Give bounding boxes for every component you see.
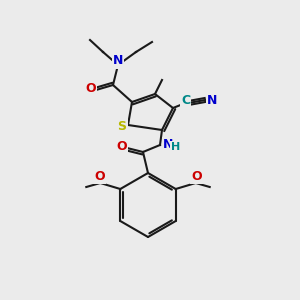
- Text: O: O: [191, 169, 202, 182]
- Text: C: C: [181, 94, 190, 107]
- Text: N: N: [163, 137, 173, 151]
- Text: S: S: [118, 119, 127, 133]
- Text: H: H: [171, 142, 180, 152]
- Text: N: N: [113, 55, 123, 68]
- Text: O: O: [94, 169, 105, 182]
- Text: O: O: [86, 82, 96, 95]
- Text: N: N: [207, 94, 217, 106]
- Text: O: O: [117, 140, 127, 152]
